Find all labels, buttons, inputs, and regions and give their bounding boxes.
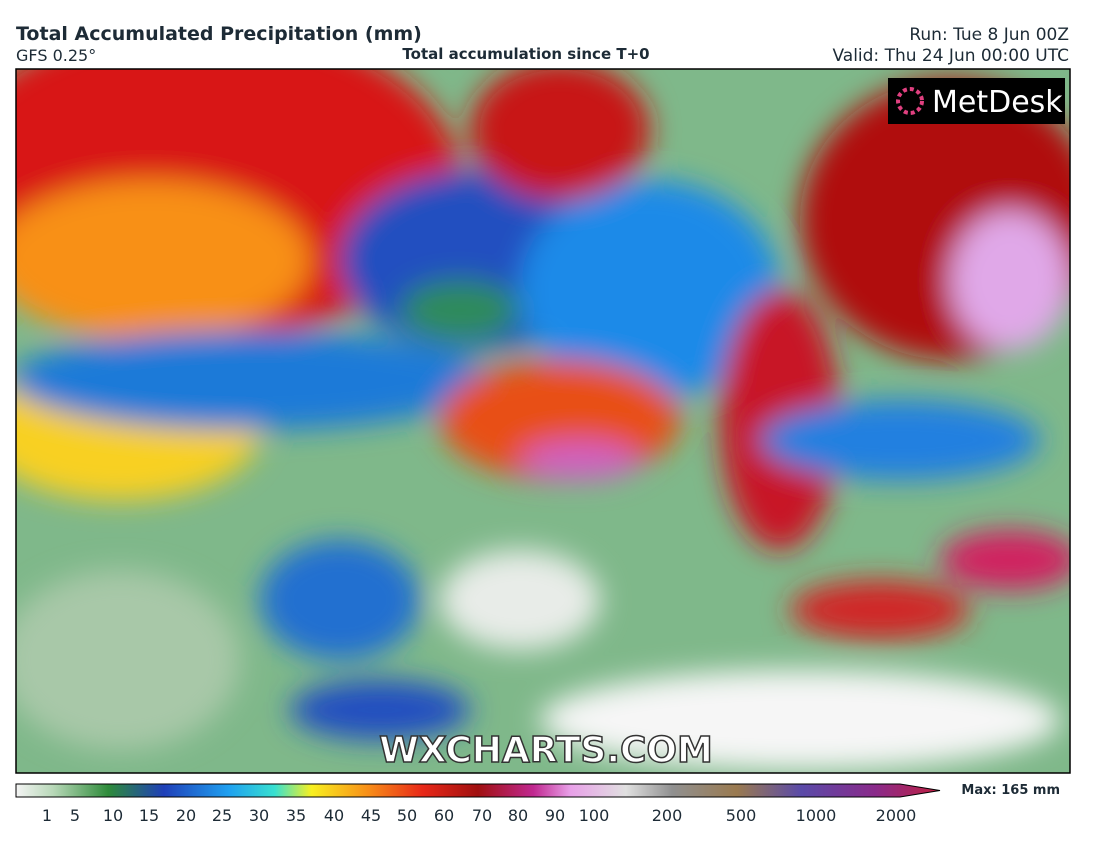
colorbar-label: 25 <box>212 806 232 825</box>
colorbar-labels: 1 5 10 15 20 25 30 35 40 45 50 60 70 80 90 100 200 500 100… <box>42 806 916 825</box>
valid: Valid: Thu 24 Jun 00:00 UTC <box>832 46 1069 66</box>
colorbar-label: 80 <box>508 806 528 825</box>
colorbar-label: 15 <box>139 806 159 825</box>
map-frame <box>15 68 1071 774</box>
colorbar-label: 5 <box>70 806 80 825</box>
subtitle: Total accumulation since T+0 <box>402 45 649 63</box>
colorbar-label: 45 <box>361 806 381 825</box>
colorbar-label: 35 <box>286 806 306 825</box>
max-label: Max: 165 mm <box>961 783 1060 798</box>
precipitation-map: MetDesk WXCHARTS.COM <box>16 69 1070 773</box>
colorbar-label: 90 <box>545 806 565 825</box>
colorbar-label: 1 <box>42 806 52 825</box>
colorbar-label: 40 <box>324 806 344 825</box>
colorbar-label: 10 <box>103 806 123 825</box>
colorbar-label: 60 <box>434 806 454 825</box>
run: Run: Tue 8 Jun 00Z <box>909 25 1069 45</box>
colorbar-label: 2000 <box>876 806 917 825</box>
colorbar-label: 50 <box>397 806 417 825</box>
colorbar-label: 20 <box>176 806 196 825</box>
model: GFS 0.25° <box>16 46 96 65</box>
colorbar-label: 100 <box>579 806 610 825</box>
logo: MetDesk <box>932 85 1063 120</box>
colorbar <box>15 783 941 798</box>
watermark: WXCHARTS.COM <box>379 730 713 771</box>
title: Total Accumulated Precipitation (mm) <box>16 23 422 45</box>
colorbar-label: 30 <box>249 806 269 825</box>
colorbar-label: 1000 <box>796 806 837 825</box>
colorbar-label: 500 <box>726 806 757 825</box>
colorbar-label: 70 <box>472 806 492 825</box>
colorbar-label: 200 <box>652 806 683 825</box>
